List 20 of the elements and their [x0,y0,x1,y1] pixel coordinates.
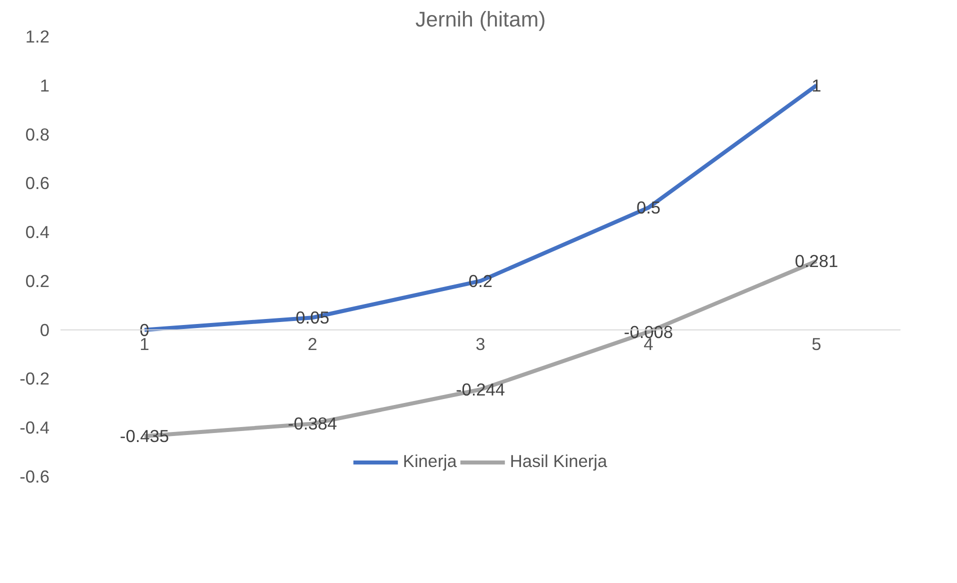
data-label: -0.244 [456,379,506,400]
y-tick-label: -0.4 [20,418,50,438]
data-label: 0.281 [794,251,838,272]
y-tick-label: -0.6 [20,466,50,486]
x-tick-label: 2 [308,334,318,354]
y-tick-label: 0.6 [25,173,50,194]
data-label: -0.435 [120,426,170,446]
data-label: -0.384 [288,414,338,434]
y-tick-label: 0 [40,320,50,340]
x-tick-label: 3 [476,334,486,354]
y-tick-label: 1.2 [25,26,50,46]
x-tick-label: 5 [812,334,822,354]
y-tick-label: 1 [40,75,50,96]
chart-title: Jernih (hitam) [415,8,546,32]
y-tick-label: 0.8 [25,124,50,144]
legend-label: Kinerja [402,451,457,472]
y-tick-label: 0.2 [25,270,50,291]
y-tick-label: 0.4 [25,222,50,242]
legend-label: Hasil Kinerja [510,451,608,472]
y-tick-label: -0.2 [20,368,50,389]
